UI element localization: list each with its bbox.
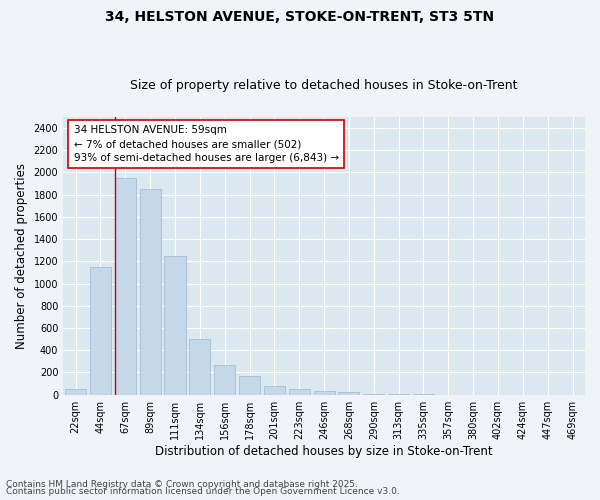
Text: Contains HM Land Registry data © Crown copyright and database right 2025.: Contains HM Land Registry data © Crown c… — [6, 480, 358, 489]
Text: 34 HELSTON AVENUE: 59sqm
← 7% of detached houses are smaller (502)
93% of semi-d: 34 HELSTON AVENUE: 59sqm ← 7% of detache… — [74, 125, 339, 163]
Bar — [164, 256, 185, 394]
Text: 34, HELSTON AVENUE, STOKE-ON-TRENT, ST3 5TN: 34, HELSTON AVENUE, STOKE-ON-TRENT, ST3 … — [106, 10, 494, 24]
Bar — [115, 178, 136, 394]
Y-axis label: Number of detached properties: Number of detached properties — [15, 162, 28, 348]
X-axis label: Distribution of detached houses by size in Stoke-on-Trent: Distribution of detached houses by size … — [155, 444, 493, 458]
Bar — [90, 267, 111, 394]
Bar — [314, 392, 335, 394]
Bar — [289, 389, 310, 394]
Bar — [338, 392, 359, 394]
Text: Contains public sector information licensed under the Open Government Licence v3: Contains public sector information licen… — [6, 487, 400, 496]
Bar — [214, 364, 235, 394]
Bar — [264, 386, 285, 394]
Bar — [239, 376, 260, 394]
Title: Size of property relative to detached houses in Stoke-on-Trent: Size of property relative to detached ho… — [130, 79, 518, 92]
Bar — [189, 339, 211, 394]
Bar — [65, 389, 86, 394]
Bar — [140, 189, 161, 394]
